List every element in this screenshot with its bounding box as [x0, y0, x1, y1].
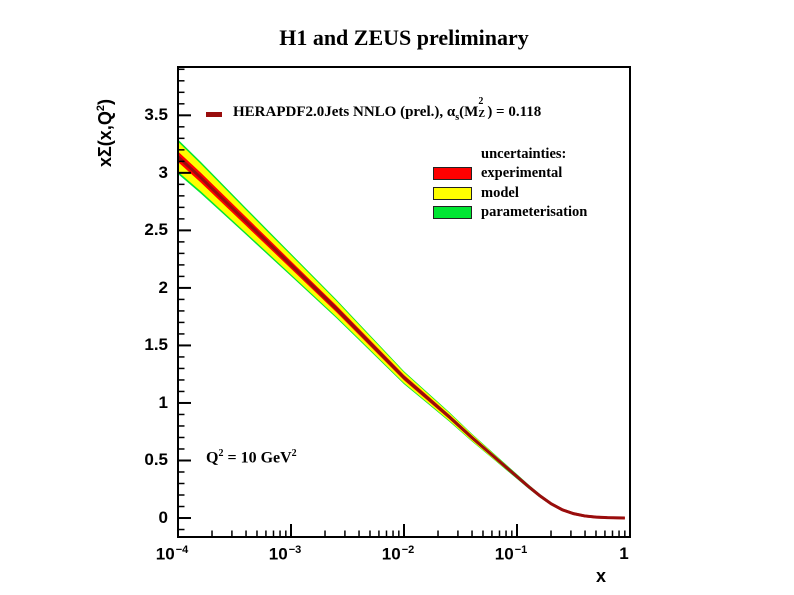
q2-base: Q — [206, 449, 219, 467]
series-label-text: HERAPDF2.0Jets NNLO (prel.), — [233, 104, 447, 120]
alpha-subscript: s — [455, 112, 460, 123]
y-tick-label: 3 — [158, 162, 168, 182]
x-axis-title: x — [596, 566, 607, 586]
plot-frame — [177, 66, 631, 538]
x-tick-label: 10−4 — [155, 544, 189, 564]
y-tick-label: 3.5 — [144, 105, 168, 125]
central-curve — [176, 155, 625, 520]
uncertainties-title: uncertainties: — [481, 146, 567, 162]
series-label: HERAPDF2.0Jets NNLO (prel.), αs(M 2 Z) = 0… — [233, 96, 542, 123]
legend-swatch-experimental — [433, 167, 472, 180]
y-tick-label: 1 — [158, 392, 168, 412]
y-tick-label: 2.5 — [144, 220, 168, 240]
x-tick-label: 1 — [619, 544, 629, 563]
x-tick-label: 10−1 — [494, 544, 528, 564]
legend-label-experimental: experimental — [481, 165, 563, 181]
y-tick-label: 0.5 — [144, 450, 168, 470]
x-tick-label: 10−3 — [268, 544, 302, 564]
legend-swatch-model — [433, 186, 472, 200]
legend-label-parameterisation: parameterisation — [481, 204, 588, 221]
legend-label-model: model — [481, 184, 519, 201]
y-tick-label: 1.5 — [144, 335, 168, 355]
mz-sub: Z — [478, 109, 485, 120]
x-tick-label: 10−2 — [381, 544, 415, 564]
series-marker — [206, 112, 222, 117]
plot-title: H1 and ZEUS preliminary — [279, 25, 529, 50]
y-tick-label: 2 — [158, 277, 168, 297]
alpha-symbol: α — [446, 104, 456, 120]
q2-value: = 10 GeV — [223, 449, 292, 467]
mz-sup: 2 — [478, 96, 484, 107]
series-label-value: ) = 0.118 — [487, 104, 542, 120]
q2-sup: 2 — [218, 448, 224, 459]
q2-annotation: Q2 = 10 GeV2 — [206, 448, 297, 467]
series-label-mz: (M — [459, 104, 479, 120]
y-tick-label: 0 — [158, 508, 168, 528]
series-legend: HERAPDF2.0Jets NNLO (prel.), αs(M 2 Z) = 0… — [206, 96, 542, 123]
legend-swatch-parameterisation — [433, 206, 472, 220]
gev-sup: 2 — [291, 448, 297, 459]
